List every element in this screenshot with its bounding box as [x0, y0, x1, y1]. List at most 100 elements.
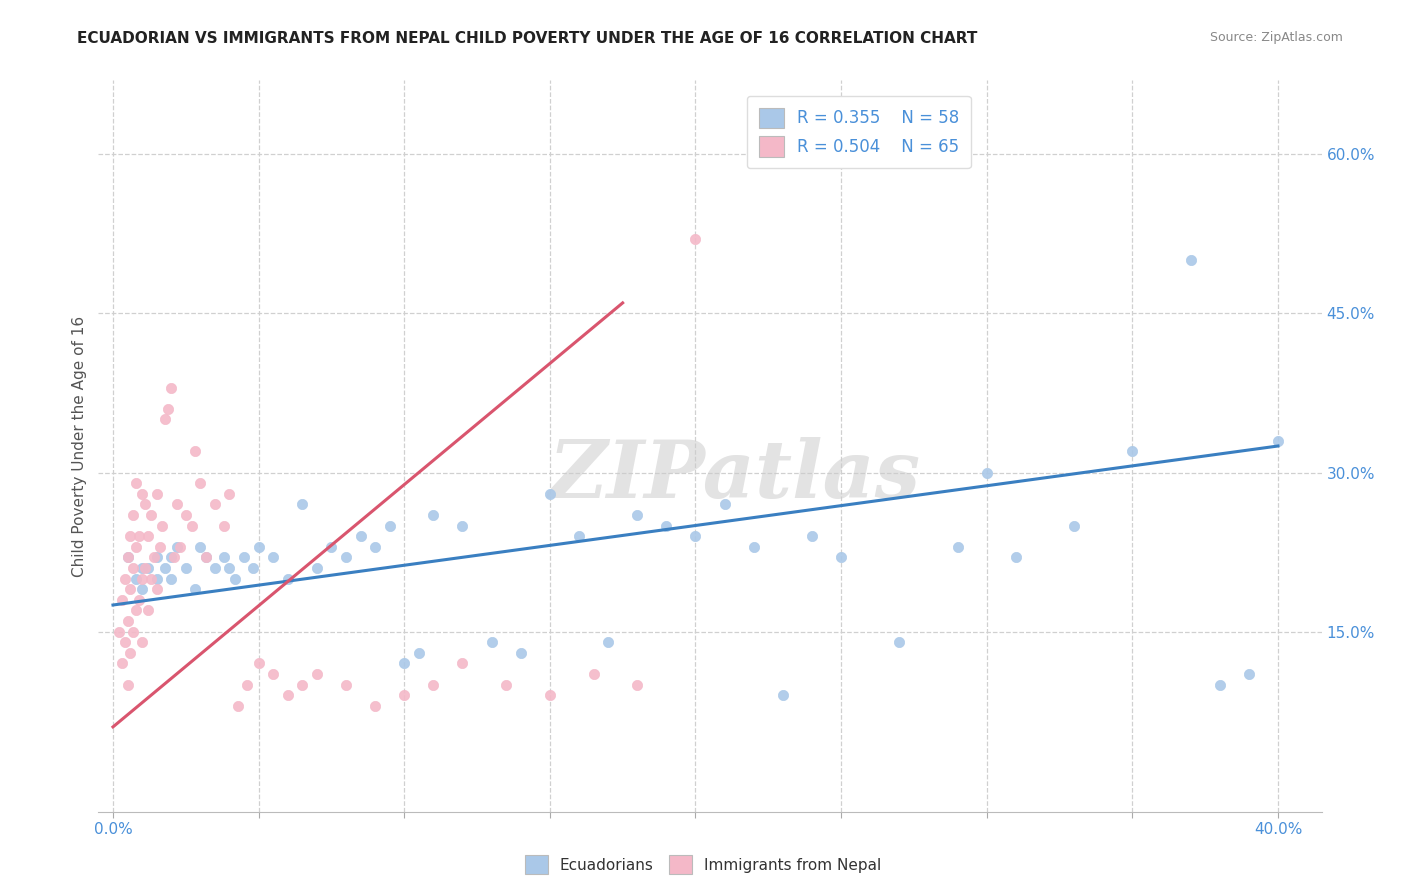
Point — [134, 497, 156, 511]
Point — [152, 518, 174, 533]
Point — [114, 635, 136, 649]
Point — [122, 561, 145, 575]
Point — [1267, 434, 1289, 448]
Point — [582, 667, 605, 681]
Point — [742, 540, 765, 554]
Point — [145, 550, 167, 565]
Point — [122, 624, 145, 639]
Point — [131, 635, 153, 649]
Point — [139, 508, 162, 522]
Point — [155, 561, 177, 575]
Point — [233, 550, 256, 565]
Point — [136, 603, 159, 617]
Point — [139, 572, 162, 586]
Point — [183, 444, 205, 458]
Point — [364, 698, 387, 713]
Point — [538, 486, 561, 500]
Point — [117, 614, 139, 628]
Point — [125, 540, 148, 554]
Point — [247, 657, 270, 671]
Point — [117, 677, 139, 691]
Point — [131, 486, 153, 500]
Point — [335, 550, 357, 565]
Point — [114, 572, 136, 586]
Point — [128, 529, 150, 543]
Point — [125, 572, 148, 586]
Point — [889, 635, 911, 649]
Y-axis label: Child Poverty Under the Age of 16: Child Poverty Under the Age of 16 — [72, 316, 87, 576]
Point — [394, 657, 416, 671]
Point — [626, 677, 648, 691]
Point — [131, 572, 153, 586]
Point — [160, 381, 183, 395]
Point — [236, 677, 259, 691]
Point — [204, 497, 226, 511]
Point — [226, 698, 249, 713]
Point — [422, 677, 444, 691]
Point — [772, 688, 794, 702]
Point — [451, 657, 474, 671]
Point — [120, 582, 142, 596]
Point — [136, 529, 159, 543]
Point — [166, 540, 188, 554]
Point — [108, 624, 131, 639]
Point — [169, 540, 191, 554]
Point — [305, 561, 328, 575]
Point — [125, 603, 148, 617]
Point — [128, 592, 150, 607]
Point — [568, 529, 591, 543]
Point — [174, 508, 197, 522]
Point — [155, 412, 177, 426]
Point — [685, 232, 707, 246]
Point — [277, 688, 299, 702]
Point — [160, 572, 183, 586]
Point — [120, 646, 142, 660]
Point — [166, 497, 188, 511]
Point — [183, 582, 205, 596]
Point — [117, 550, 139, 565]
Point — [131, 561, 153, 575]
Point — [509, 646, 531, 660]
Text: Source: ZipAtlas.com: Source: ZipAtlas.com — [1209, 31, 1343, 45]
Point — [976, 466, 998, 480]
Point — [242, 561, 264, 575]
Text: ZIPatlas: ZIPatlas — [548, 436, 921, 514]
Point — [1208, 677, 1232, 691]
Point — [247, 540, 270, 554]
Point — [422, 508, 444, 522]
Point — [195, 550, 218, 565]
Point — [1121, 444, 1143, 458]
Point — [120, 529, 142, 543]
Point — [349, 529, 371, 543]
Point — [188, 540, 212, 554]
Point — [291, 677, 314, 691]
Point — [801, 529, 824, 543]
Legend: R = 0.355    N = 58, R = 0.504    N = 65: R = 0.355 N = 58, R = 0.504 N = 65 — [747, 96, 970, 169]
Text: ECUADORIAN VS IMMIGRANTS FROM NEPAL CHILD POVERTY UNDER THE AGE OF 16 CORRELATIO: ECUADORIAN VS IMMIGRANTS FROM NEPAL CHIL… — [77, 31, 977, 46]
Point — [145, 572, 167, 586]
Point — [117, 550, 139, 565]
Legend: Ecuadorians, Immigrants from Nepal: Ecuadorians, Immigrants from Nepal — [519, 849, 887, 880]
Point — [122, 508, 145, 522]
Point — [655, 518, 678, 533]
Point — [145, 582, 167, 596]
Point — [174, 561, 197, 575]
Point — [408, 646, 430, 660]
Point — [188, 476, 212, 491]
Point — [131, 582, 153, 596]
Point — [451, 518, 474, 533]
Point — [1237, 667, 1260, 681]
Point — [321, 540, 343, 554]
Point — [1063, 518, 1085, 533]
Point — [378, 518, 401, 533]
Point — [335, 677, 357, 691]
Point — [136, 561, 159, 575]
Point — [224, 572, 246, 586]
Point — [291, 497, 314, 511]
Point — [111, 657, 134, 671]
Point — [685, 529, 707, 543]
Point — [830, 550, 852, 565]
Point — [157, 401, 180, 416]
Point — [538, 688, 561, 702]
Point — [111, 592, 134, 607]
